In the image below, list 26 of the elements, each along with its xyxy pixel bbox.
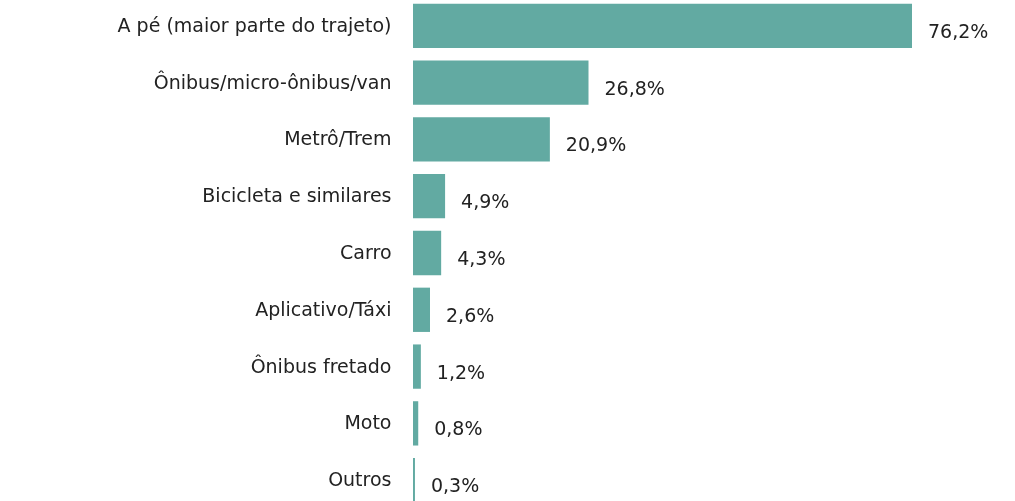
y-tick-label: Carro: [340, 241, 392, 263]
bar: [413, 344, 421, 389]
data-label: 76,2%: [928, 19, 989, 42]
y-tick-label: Ônibus/micro-ônibus/van: [153, 69, 392, 93]
data-label: 1,2%: [436, 360, 486, 383]
y-tick-label: Bicicleta e similares: [202, 184, 392, 207]
data-label: 0,3%: [430, 474, 480, 497]
data-label: 26,8%: [604, 76, 665, 99]
y-tick-label: Moto: [344, 411, 392, 434]
y-tick-label: Ônibus fretado: [250, 353, 392, 377]
y-tick-label: Outros: [328, 468, 392, 491]
bar: [413, 60, 589, 105]
bar: [413, 117, 550, 162]
bar: [413, 230, 442, 276]
data-label: 4,3%: [457, 247, 506, 269]
y-tick-label: Aplicativo/Táxi: [255, 297, 392, 320]
bar: [413, 401, 419, 446]
bar: [413, 174, 446, 219]
data-label: 4,9%: [461, 190, 510, 213]
data-label: 2,6%: [446, 303, 495, 326]
y-tick-label: A pé (maior parte do trajeto): [117, 13, 392, 36]
bar: [413, 287, 431, 332]
y-tick-label: Metrô/Trem: [284, 127, 392, 150]
bar: [413, 3, 912, 48]
data-label: 0,8%: [434, 417, 483, 440]
data-label: 20,9%: [565, 133, 627, 156]
